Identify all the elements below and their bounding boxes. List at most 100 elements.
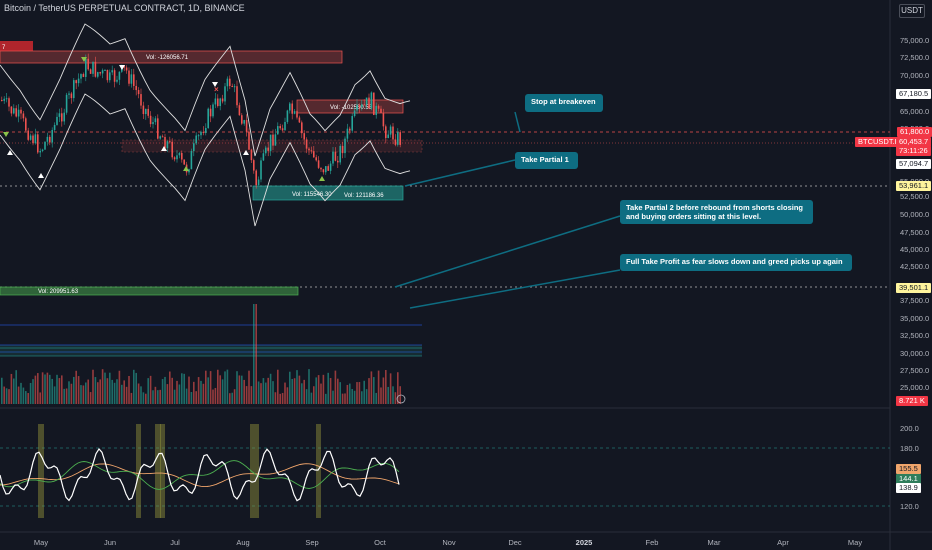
price-axis-label: 45,000.0 — [900, 245, 929, 254]
annotation-connector — [404, 159, 516, 187]
candle — [296, 111, 298, 118]
osc-highlight-zone — [38, 424, 44, 518]
volume-bar — [20, 382, 22, 404]
candle — [193, 143, 195, 152]
candle — [289, 103, 291, 111]
candle — [128, 70, 130, 84]
osc-highlight-zone — [250, 424, 259, 518]
volume-bar — [118, 370, 121, 404]
volume-box-label: 7 — [2, 45, 6, 51]
volume-bar — [298, 375, 301, 404]
volume-bar — [121, 384, 123, 404]
annotation-take-partial-1[interactable]: Take Partial 1 — [515, 152, 578, 169]
signal-marker — [243, 150, 249, 155]
candle — [169, 141, 171, 143]
symbol-tag: BTCUSDT.P — [855, 137, 903, 147]
volume-bar — [183, 373, 185, 404]
candle — [68, 93, 70, 95]
volume-bar — [207, 377, 209, 404]
volume-bar — [94, 377, 97, 404]
volume-bar — [351, 389, 353, 404]
candle — [373, 92, 375, 115]
volume-bar — [262, 378, 265, 404]
signal-marker — [38, 173, 44, 178]
candle — [320, 167, 322, 170]
volume-bar — [178, 384, 181, 404]
candle — [75, 80, 77, 84]
volume-bar — [233, 389, 236, 404]
volume-box-bottom — [252, 185, 404, 201]
symbol-title[interactable]: Bitcoin / TetherUS PERPETUAL CONTRACT, 1… — [4, 3, 245, 13]
candle — [214, 98, 217, 105]
volume-bar — [195, 391, 197, 404]
candle — [305, 139, 308, 149]
volume-bar — [377, 370, 380, 404]
volume-bar — [243, 379, 245, 404]
annotation-connector — [514, 111, 521, 133]
price-axis-label: 42,500.0 — [900, 262, 929, 271]
candle — [334, 151, 337, 161]
currency-button[interactable]: USDT — [899, 4, 925, 18]
volume-bar — [164, 376, 166, 404]
volume-bar — [13, 378, 15, 404]
time-axis-label: May — [848, 538, 862, 547]
volume-bar — [224, 371, 226, 404]
annotation-connector — [394, 215, 621, 288]
volume-bar — [106, 378, 109, 404]
volume-bar — [313, 386, 315, 404]
candle — [207, 108, 209, 129]
candle — [10, 106, 13, 114]
candle — [89, 69, 92, 74]
volume-bar — [166, 384, 169, 404]
volume-bar — [159, 389, 161, 404]
candle — [13, 108, 15, 114]
candle — [358, 104, 361, 107]
lower-band — [0, 93, 411, 227]
volume-bar — [197, 377, 200, 404]
volume-bar — [123, 380, 125, 404]
candle — [281, 128, 284, 131]
candle — [221, 98, 224, 102]
signal-cross: × — [214, 85, 219, 94]
osc-axis-label: 120.0 — [900, 502, 919, 511]
candle — [109, 72, 111, 81]
candle — [344, 138, 346, 154]
candle — [293, 111, 296, 114]
time-axis-label: Feb — [646, 538, 659, 547]
candle — [32, 135, 34, 144]
candle — [106, 69, 109, 81]
candle — [70, 93, 73, 99]
candle — [329, 163, 332, 171]
candle — [327, 166, 329, 171]
volume-bar — [353, 390, 356, 404]
candle — [200, 131, 202, 136]
volume-bar — [65, 388, 68, 404]
candle — [298, 117, 301, 123]
candle — [243, 120, 245, 124]
candle — [284, 121, 286, 131]
annotation-stop-breakeven[interactable]: Stop at breakeven — [525, 94, 603, 112]
volume-bar — [37, 373, 39, 404]
volume-bar — [284, 382, 286, 404]
candle — [164, 137, 166, 149]
volume-bar — [190, 391, 193, 404]
volume-bar — [113, 382, 116, 404]
volume-bar — [301, 383, 303, 404]
price-tag-67180: 67,180.5 — [896, 89, 932, 99]
volume-bar — [104, 372, 106, 404]
volume-bar — [53, 386, 56, 404]
volume-bar — [58, 378, 61, 404]
candle — [53, 124, 56, 130]
volume-bar — [145, 393, 147, 404]
candle — [301, 122, 303, 134]
volume-bar — [17, 386, 20, 404]
volume-bar — [142, 392, 145, 404]
candle — [133, 74, 135, 86]
annotation-full-take-profit[interactable]: Full Take Profit as fear slows down and … — [620, 254, 852, 271]
candle — [157, 118, 159, 139]
volume-bar — [212, 389, 214, 404]
candle — [389, 126, 392, 135]
candle — [94, 61, 97, 77]
annotation-take-partial-2[interactable]: Take Partial 2 before rebound from short… — [620, 200, 813, 224]
